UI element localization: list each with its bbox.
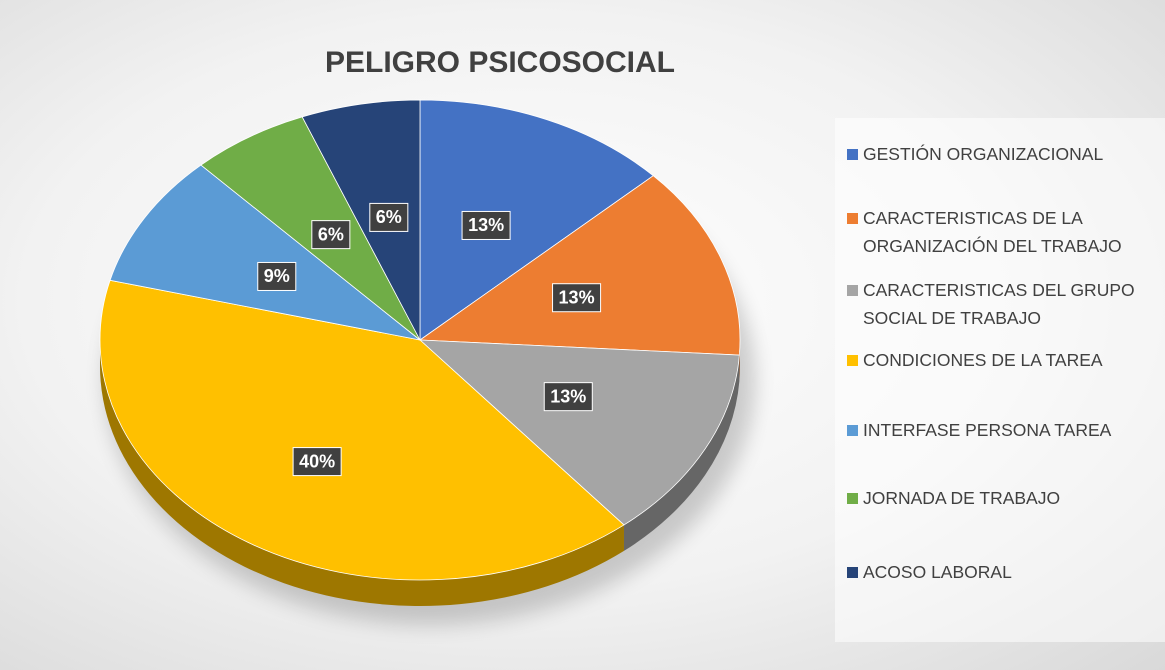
legend-label: ACOSO LABORAL	[863, 562, 1012, 582]
slice	[301, 99, 421, 341]
data-label-text: 13%	[559, 287, 595, 307]
data-label: 9%	[257, 261, 297, 291]
legend-label: CARACTERISTICAS DE LA ORGANIZACIÓN DEL T…	[863, 208, 1122, 256]
data-label-box	[311, 220, 351, 250]
legend-item: ACOSO LABORAL	[847, 558, 1163, 586]
data-label: 6%	[311, 220, 351, 250]
slice-side	[623, 355, 740, 551]
legend-swatch	[847, 213, 858, 224]
data-label-text: 9%	[264, 266, 290, 286]
legend-item: JORNADA DE TRABAJO	[847, 484, 1163, 512]
legend-swatch	[847, 567, 858, 578]
data-label-box	[552, 283, 602, 313]
legend-label: CARACTERISTICAS DEL GRUPO SOCIAL DE TRAB…	[863, 280, 1135, 328]
data-label-text: 6%	[318, 224, 344, 244]
data-label-box	[543, 382, 593, 412]
legend-label: INTERFASE PERSONA TAREA	[863, 420, 1112, 440]
legend-item: INTERFASE PERSONA TAREA	[847, 416, 1163, 444]
data-label: 13%	[461, 210, 511, 240]
slice	[418, 175, 741, 356]
slice	[200, 116, 421, 341]
data-label: 6%	[369, 202, 409, 232]
data-label-box	[461, 210, 511, 240]
slice	[109, 164, 421, 341]
legend-swatch	[847, 425, 858, 436]
slice-side	[100, 340, 624, 606]
legend-item: CARACTERISTICAS DE LA ORGANIZACIÓN DEL T…	[847, 204, 1163, 260]
legend-label: CONDICIONES DE LA TAREA	[863, 350, 1103, 370]
legend-swatch	[847, 285, 858, 296]
slice	[419, 99, 654, 341]
data-label-text: 6%	[376, 207, 402, 227]
data-label: 13%	[552, 283, 602, 313]
slice	[99, 279, 625, 581]
data-label-text: 13%	[550, 386, 586, 406]
data-label: 13%	[543, 382, 593, 412]
legend-label: GESTIÓN ORGANIZACIONAL	[863, 144, 1104, 164]
data-label-box	[292, 447, 342, 477]
slice	[418, 339, 740, 526]
data-label-text: 13%	[468, 215, 504, 235]
legend-label: JORNADA DE TRABAJO	[863, 488, 1061, 508]
data-label-text: 40%	[299, 451, 335, 471]
legend-swatch	[847, 355, 858, 366]
legend: GESTIÓN ORGANIZACIONAL CARACTERISTICAS DE…	[835, 118, 1165, 642]
legend-item: GESTIÓN ORGANIZACIONAL	[847, 140, 1163, 168]
chart-title: PELIGRO PSICOSOCIAL	[325, 46, 675, 79]
data-label-box	[257, 261, 297, 291]
data-label: 40%	[292, 447, 342, 477]
legend-item: CONDICIONES DE LA TAREA	[847, 346, 1163, 374]
legend-item: CARACTERISTICAS DEL GRUPO SOCIAL DE TRAB…	[847, 276, 1163, 332]
data-label-box	[369, 202, 409, 232]
legend-swatch	[847, 493, 858, 504]
legend-swatch	[847, 149, 858, 160]
